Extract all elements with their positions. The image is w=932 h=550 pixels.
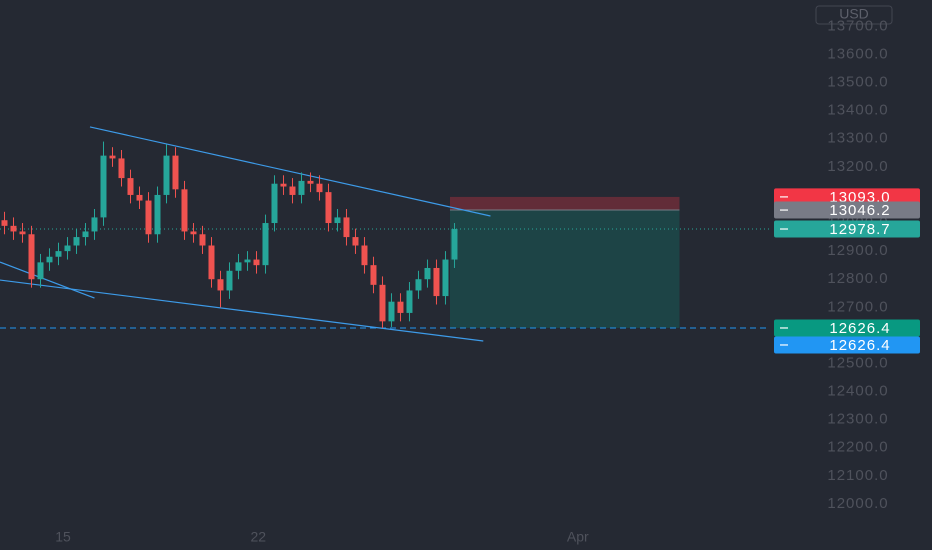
- candle-body: [73, 237, 80, 246]
- candle-body: [217, 279, 224, 291]
- candle-body: [325, 192, 332, 224]
- candle-body: [208, 245, 215, 280]
- candle-body: [388, 301, 395, 322]
- candle-body: [154, 194, 161, 235]
- y-tick-label: 13400.0: [827, 102, 888, 119]
- y-tick-label: 12000.0: [827, 495, 888, 512]
- candle-body: [100, 155, 107, 218]
- y-tick-label: 12900.0: [827, 242, 888, 259]
- candle-body: [190, 231, 197, 235]
- price-tag-label: 12978.7: [829, 221, 890, 238]
- candle-body: [451, 229, 458, 260]
- candle-body: [109, 155, 116, 159]
- candle-body: [361, 245, 368, 266]
- candle-body: [289, 186, 296, 195]
- candle-body: [415, 279, 422, 291]
- candle-body: [145, 200, 152, 235]
- trend-line: [89, 126, 491, 217]
- price-tag-label: 12626.4: [829, 320, 890, 337]
- y-tick-label: 12100.0: [827, 467, 888, 484]
- candle-body: [199, 234, 206, 246]
- candle-body: [10, 225, 17, 232]
- candle-body: [127, 178, 134, 195]
- price-tag: [774, 319, 920, 337]
- candle-body: [352, 237, 359, 246]
- y-tick-label: 13200.0: [827, 158, 888, 175]
- candle-body: [424, 267, 431, 280]
- x-tick-label: 15: [55, 529, 71, 545]
- candle-body: [253, 259, 260, 266]
- candle-body: [298, 180, 305, 195]
- candle-body: [379, 284, 386, 322]
- currency-box: [815, 5, 893, 25]
- candle-body: [271, 183, 278, 224]
- x-tick-label: 22: [250, 529, 266, 545]
- candle-body: [226, 270, 233, 291]
- candle-body: [262, 223, 269, 266]
- candle-body: [334, 217, 341, 224]
- candle-body: [316, 183, 323, 193]
- target-zone: [449, 210, 680, 328]
- y-tick-label: 13700.0: [827, 17, 888, 34]
- y-tick-label: 13500.0: [827, 74, 888, 91]
- candle-body: [55, 251, 62, 257]
- y-tick-label: 12200.0: [827, 439, 888, 456]
- y-tick-label: 12400.0: [827, 383, 888, 400]
- candle-body: [370, 265, 377, 285]
- candle-body: [280, 183, 287, 187]
- candle-body: [37, 262, 44, 280]
- y-tick-label: 13300.0: [827, 130, 888, 147]
- price-tag-label: 12626.4: [829, 337, 890, 354]
- price-tag: [774, 201, 920, 219]
- y-tick-label: 12500.0: [827, 354, 888, 371]
- trend-line: [0, 279, 484, 342]
- candle-body: [82, 231, 89, 238]
- y-tick-label: 12300.0: [827, 411, 888, 428]
- candle-body: [235, 262, 242, 271]
- candle-body: [91, 217, 98, 232]
- candle-body: [442, 259, 449, 297]
- candle-body: [397, 301, 404, 313]
- candle-body: [64, 245, 71, 252]
- price-tag-label: 13046.2: [829, 202, 890, 219]
- trend-line: [0, 261, 95, 299]
- candle-body: [1, 220, 8, 226]
- candle-body: [163, 155, 170, 195]
- candle-body: [244, 259, 251, 263]
- x-tick-label: Apr: [567, 529, 589, 545]
- y-tick-label: 13600.0: [827, 45, 888, 62]
- candle-body: [406, 290, 413, 313]
- price-tag: [774, 336, 920, 354]
- price-tag: [774, 220, 920, 238]
- candle-body: [343, 217, 350, 238]
- candle-body: [19, 231, 26, 235]
- candle-body: [28, 234, 35, 280]
- candle-body: [46, 256, 53, 263]
- candle-body: [172, 155, 179, 190]
- stop-zone: [449, 196, 680, 211]
- y-tick-label: 12700.0: [827, 298, 888, 315]
- candle-body: [136, 194, 143, 201]
- candle-body: [433, 267, 440, 297]
- y-tick-label: 12800.0: [827, 270, 888, 287]
- price-tag: [774, 188, 920, 206]
- currency: USD: [839, 6, 869, 22]
- candle-body: [307, 180, 314, 184]
- candle-body: [118, 158, 125, 179]
- candle-body: [181, 189, 188, 232]
